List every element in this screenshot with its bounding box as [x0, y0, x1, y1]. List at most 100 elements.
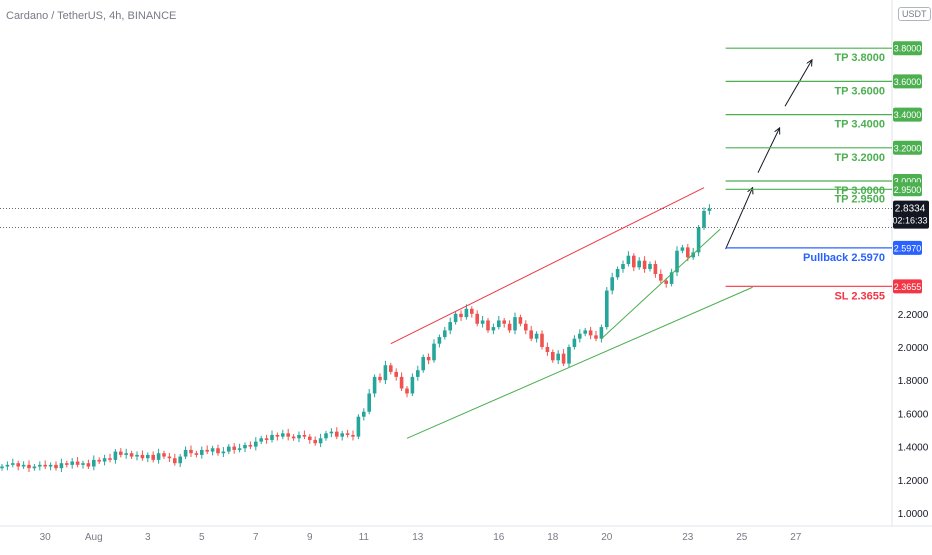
- candle-body: [237, 448, 242, 450]
- candle-body: [81, 463, 85, 465]
- level-price-label: 2.9500: [894, 185, 922, 195]
- candle-body: [518, 317, 523, 324]
- candle-body: [448, 322, 452, 331]
- candle-body: [200, 449, 204, 455]
- candle-body: [227, 446, 231, 452]
- candle-body: [507, 323, 512, 331]
- candles-group: [0, 204, 712, 472]
- level-price-label: 2.3655: [894, 282, 922, 292]
- candle-body: [318, 438, 323, 444]
- candle-body: [140, 454, 145, 459]
- level-price-badge: [893, 74, 922, 89]
- level-price-badge: [893, 140, 922, 155]
- candle-body: [5, 464, 10, 467]
- candle-body: [351, 434, 355, 437]
- level-text: TP 3.8000: [834, 52, 885, 64]
- candle-body: [443, 330, 447, 338]
- candle-body: [146, 454, 150, 459]
- candle-body: [324, 433, 328, 439]
- candle-body: [248, 444, 253, 447]
- candle-body: [659, 273, 663, 281]
- candle-body: [194, 453, 199, 455]
- candle-body: [367, 393, 371, 412]
- candle-body: [275, 434, 280, 437]
- candle-body: [189, 449, 193, 454]
- candle-body: [329, 431, 334, 434]
- price-tick-label: 2.0000: [898, 343, 929, 354]
- level-price-label: 2.5970: [894, 243, 922, 253]
- candle-body: [545, 347, 550, 352]
- candle-body: [259, 438, 263, 442]
- candle-body: [362, 411, 366, 417]
- currency-badge[interactable]: USDT: [898, 7, 931, 21]
- candle-body: [65, 463, 69, 465]
- candle-body: [135, 454, 139, 457]
- time-tick-label: 3: [145, 532, 151, 543]
- candle-body: [43, 464, 47, 467]
- candle-body: [221, 451, 226, 454]
- level-text: TP 2.9500: [834, 193, 885, 205]
- level-price-badge: [893, 107, 922, 122]
- time-tick-label: 30: [40, 532, 52, 543]
- candle-body: [399, 376, 404, 389]
- candle-body: [205, 449, 209, 452]
- candle-body: [675, 250, 679, 273]
- level-price-badge: [893, 41, 922, 56]
- candle-body: [410, 376, 415, 394]
- price-tick-label: 1.6000: [898, 409, 929, 420]
- candle-body: [372, 376, 377, 394]
- candle-body: [27, 464, 31, 469]
- candle-body: [615, 268, 620, 278]
- candle-body: [475, 313, 479, 324]
- level-text: SL 2.3655: [834, 290, 885, 302]
- candle-body: [183, 449, 188, 457]
- time-tick-label: 27: [790, 532, 802, 543]
- time-tick-label: 9: [307, 532, 313, 543]
- candle-body: [421, 356, 425, 371]
- candle-body: [653, 264, 658, 274]
- time-tick-label: 13: [412, 532, 424, 543]
- candle-body: [524, 323, 528, 331]
- candle-body: [632, 255, 636, 268]
- candle-body: [599, 327, 604, 339]
- candle-body: [162, 453, 166, 457]
- candle-body: [129, 453, 134, 457]
- symbol-title: Cardano / TetherUS, 4h, BINANCE: [6, 10, 177, 22]
- candle-body: [594, 335, 598, 339]
- candle-body: [124, 453, 128, 455]
- level-price-label: 3.4000: [894, 110, 922, 120]
- candle-body: [216, 448, 220, 454]
- candle-body: [16, 463, 20, 467]
- time-tick-label: 11: [359, 532, 370, 543]
- candle-body: [356, 416, 361, 437]
- candle-body: [669, 272, 674, 284]
- candle-body: [621, 264, 625, 269]
- candle-body: [70, 461, 74, 465]
- candle-body: [54, 464, 58, 469]
- candle-body: [540, 333, 544, 347]
- candle-body: [696, 227, 701, 253]
- candle-body: [11, 463, 15, 465]
- candle-body: [59, 463, 64, 469]
- candle-body: [156, 453, 161, 460]
- candle-body: [707, 208, 712, 211]
- candle-body: [308, 436, 312, 440]
- trendline: [601, 228, 721, 340]
- candle-body: [38, 464, 42, 467]
- candle-body: [556, 353, 560, 361]
- bar-countdown-label: 02:16:33: [892, 216, 927, 226]
- candle-body: [610, 277, 614, 291]
- price-tick-label: 1.2000: [898, 476, 929, 487]
- candle-body: [340, 433, 344, 437]
- candle-body: [648, 264, 652, 269]
- level-text: TP 3.0000: [834, 185, 885, 197]
- candle-body: [626, 255, 631, 264]
- candle-body: [680, 247, 685, 251]
- candle-body: [97, 459, 101, 462]
- time-tick-label: 5: [199, 532, 205, 543]
- candle-body: [335, 431, 339, 437]
- level-text: TP 3.4000: [834, 119, 885, 131]
- level-price-label: 3.6000: [894, 77, 922, 87]
